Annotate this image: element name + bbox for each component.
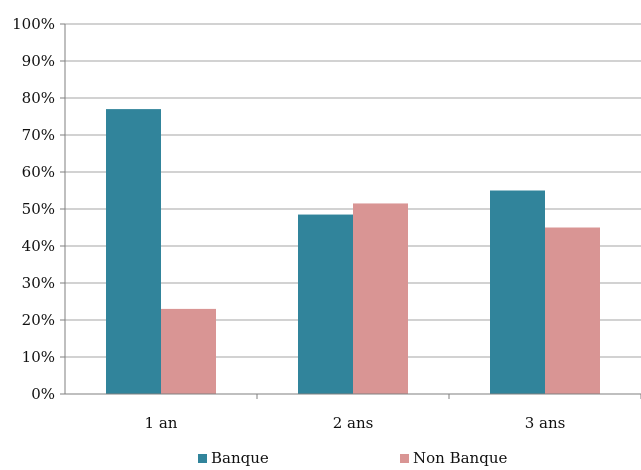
y-axis-tick-label: 10% <box>22 348 55 366</box>
y-axis-tick-label: 20% <box>22 311 55 329</box>
bar-banque <box>106 109 161 394</box>
legend: Banque Non Banque <box>198 449 507 467</box>
y-axis-tick-label: 70% <box>22 126 55 144</box>
y-axis-tick-label: 100% <box>12 15 55 33</box>
bar-banque <box>298 214 353 394</box>
x-axis-category-label: 1 an <box>145 414 178 432</box>
bars <box>106 109 600 394</box>
y-axis-tick-label: 30% <box>22 274 55 292</box>
bar-banque <box>490 190 545 394</box>
x-axis-category-labels: 1 an 2 ans 3 ans <box>145 414 566 432</box>
legend-label-banque: Banque <box>211 449 269 467</box>
y-axis-tick-label: 0% <box>31 385 55 403</box>
y-axis-tick-labels: 0% 10% 20% 30% 40% 50% 60% 70% 80% 90% 100% <box>12 15 55 403</box>
y-axis-tick-label: 90% <box>22 52 55 70</box>
x-axis-category-label: 3 ans <box>525 414 566 432</box>
axes <box>60 23 641 399</box>
bar-non-banque <box>353 203 408 394</box>
legend-swatch-non-banque <box>400 454 409 463</box>
y-axis-tick-label: 40% <box>22 237 55 255</box>
legend-swatch-banque <box>198 454 207 463</box>
bar-non-banque <box>545 227 600 394</box>
y-axis-tick-label: 80% <box>22 89 55 107</box>
legend-label-non-banque: Non Banque <box>413 449 507 467</box>
y-axis-tick-label: 50% <box>22 200 55 218</box>
y-axis-tick-label: 60% <box>22 163 55 181</box>
x-axis-category-label: 2 ans <box>333 414 374 432</box>
bar-non-banque <box>161 308 216 394</box>
